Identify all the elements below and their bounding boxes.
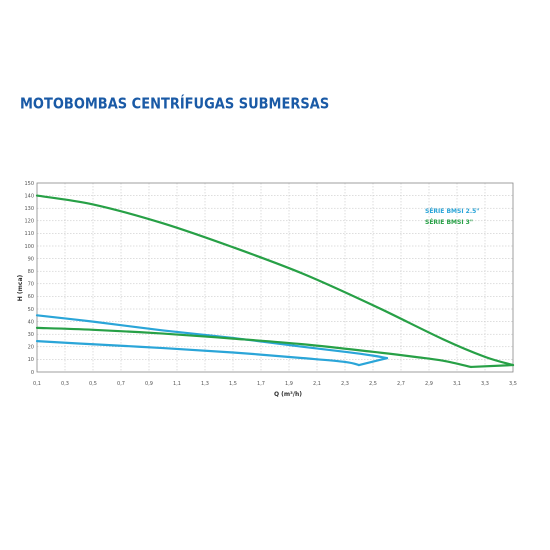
x-tick-label: 3,5: [509, 381, 517, 387]
series-line-bmsi-3-max: [35, 194, 515, 367]
x-tick-label: 1,1: [173, 381, 181, 387]
x-axis-title: Q (m³/h): [274, 391, 302, 398]
series-line-bmsi-2-5-min: [35, 340, 361, 367]
y-tick-label: 20: [28, 345, 34, 351]
y-tick-label: 130: [24, 206, 34, 212]
chart-grid: [37, 183, 513, 372]
x-tick-label: 0,3: [61, 381, 69, 387]
legend-entry-bmsi-3: SÉRIE BMSI 3": [425, 218, 473, 226]
x-tick-label: 3,1: [453, 381, 461, 387]
y-tick-label: 100: [24, 244, 34, 250]
y-axis-title: H (mca): [17, 275, 24, 302]
series-connector-bmsi-2-5: [357, 357, 389, 367]
y-tick-label: 110: [24, 231, 34, 237]
x-tick-label: 2,1: [313, 381, 321, 387]
y-tick-label: 40: [28, 319, 34, 325]
series-line-bmsi-3-min: [35, 326, 473, 369]
x-tick-label: 1,5: [229, 381, 237, 387]
y-tick-label: 140: [24, 193, 34, 199]
x-tick-label: 2,9: [425, 381, 433, 387]
x-tick-label: 0,7: [117, 381, 125, 387]
y-tick-label: 0: [31, 370, 34, 376]
series-connector-bmsi-3: [469, 363, 515, 369]
y-tick-label: 90: [28, 256, 34, 262]
x-tick-label: 1,7: [257, 381, 265, 387]
y-tick-label: 80: [28, 269, 34, 275]
x-tick-label: 2,7: [397, 381, 405, 387]
page-title: MOTOBOMBAS CENTRÍFUGAS SUBMERSAS: [20, 96, 330, 114]
y-tick-label: 60: [28, 294, 34, 300]
plot-frame: [36, 182, 514, 373]
chart-ticks: 0 10 20 30 40 50 60 70 80 90 100 110 120 130 140 150 0,1…: [24, 181, 517, 387]
chart-legend: SÉRIE BMSI 2.5" SÉRIE BMSI 3": [425, 207, 479, 226]
y-tick-label: 50: [28, 307, 34, 313]
y-tick-label: 120: [24, 219, 34, 225]
y-tick-label: 10: [28, 357, 34, 363]
x-tick-label: 0,5: [89, 381, 97, 387]
x-tick-label: 0,9: [145, 381, 153, 387]
legend-entry-bmsi-2-5: SÉRIE BMSI 2.5": [425, 207, 479, 215]
x-tick-label: 1,9: [285, 381, 293, 387]
y-tick-label: 30: [28, 332, 34, 338]
x-tick-label: 1,3: [201, 381, 209, 387]
x-tick-label: 2,3: [341, 381, 349, 387]
chart-series: [35, 194, 515, 369]
y-tick-label: 70: [28, 282, 34, 288]
x-tick-label: 3,3: [481, 381, 489, 387]
y-tick-label: 150: [24, 181, 34, 187]
x-tick-label: 0,1: [33, 381, 41, 387]
x-tick-label: 2,5: [369, 381, 377, 387]
